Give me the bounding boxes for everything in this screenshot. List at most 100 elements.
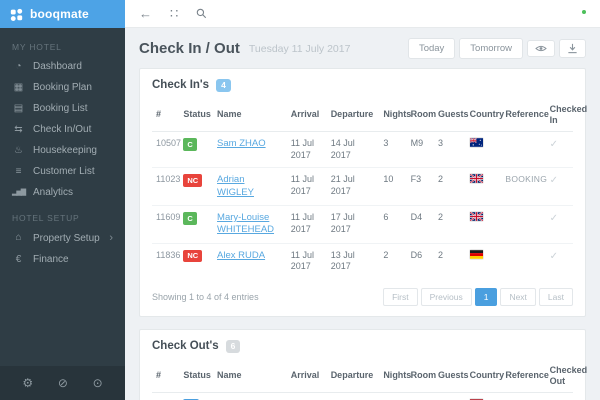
visibility-off-icon[interactable]: ⊘ — [57, 376, 68, 390]
table-row: 11027INVeronica SCHWARZ10 Jul 201711 Jul… — [152, 393, 573, 400]
chevron-right-icon: › — [109, 232, 113, 244]
departure-cell: 13 Jul 2017 — [326, 242, 380, 280]
sidebar-item-dashboard[interactable]: ◔ Dashboard — [0, 56, 125, 77]
checked-checkbox[interactable]: ✓ — [549, 250, 558, 262]
checkouts-header-row: # Status Name Arrival Departure Nights Room Gue… — [152, 359, 587, 394]
column-header-departure: Departure — [326, 359, 380, 394]
room-cell: D4 — [406, 205, 435, 244]
analytics-icon: ▂▅▇ — [12, 189, 26, 196]
pagination-previous-button[interactable]: Previous — [420, 288, 472, 307]
pagination-first-button[interactable]: First — [383, 288, 418, 307]
column-header-arrival: Arrival — [286, 98, 327, 132]
sidebar-item-label: Dashboard — [33, 61, 82, 72]
fullscreen-icon[interactable]: ∷ — [170, 6, 179, 21]
guests-cell: 2 — [434, 242, 466, 280]
guest-name-link[interactable]: Sam ZHAO — [217, 138, 266, 149]
brand-name: booqmate — [30, 7, 89, 21]
room-cell: F3 — [406, 167, 435, 206]
sidebar-item-booking-list[interactable]: ▤ Booking List — [0, 98, 125, 119]
name-cell: Alex RUDA — [213, 242, 287, 280]
column-header-country: Country — [465, 98, 504, 132]
page-content: Check In / Out Tuesday 11 July 2017 Toda… — [125, 28, 600, 400]
reference-cell — [501, 132, 545, 168]
flag-germany-icon — [469, 249, 483, 259]
name-cell: Adrian WIGLEY — [213, 167, 287, 206]
sidebar-item-analytics[interactable]: ▂▅▇ Analytics — [0, 182, 125, 203]
back-icon[interactable]: ← — [139, 6, 152, 21]
status-badge: NC — [183, 174, 203, 187]
checkins-table: # Status Name Arrival Departure Nights Room Gue… — [152, 98, 587, 280]
reference-cell: BOOKING — [501, 167, 547, 206]
sidebar-item-label: Housekeeping — [33, 145, 97, 156]
nights-cell: 6 — [379, 205, 407, 244]
search-icon[interactable] — [196, 8, 207, 19]
sidebar-item-finance[interactable]: € Finance — [0, 249, 125, 270]
column-header-: # — [152, 359, 180, 394]
flag-united-kingdom-icon — [469, 174, 483, 184]
checkouts-title: Check Out's — [152, 340, 219, 353]
checked-checkbox[interactable]: ✓ — [549, 175, 558, 187]
checked-checkbox[interactable]: ✓ — [549, 213, 558, 225]
booking-id-cell: 10507 — [156, 138, 182, 148]
sidebar-item-label: Finance — [33, 254, 69, 265]
checkouts-table: # Status Name Arrival Departure Nights Room Gue… — [152, 359, 587, 400]
departure-cell: 17 Jul 2017 — [326, 205, 380, 244]
table-row: 11836 NC Alex RUDA 11 Jul 2017 13 Jul 2017 2 D… — [152, 242, 573, 280]
guests-cell: 2 — [434, 393, 466, 400]
departure-cell: 21 Jul 2017 — [326, 167, 380, 206]
table-row: 10507 C Sam ZHAO 11 Jul 2017 14 Jul 2017 3 M9 3… — [152, 132, 573, 168]
eye-button[interactable] — [527, 40, 555, 57]
tomorrow-button[interactable]: Tomorrow — [459, 38, 523, 59]
column-header-name: Name — [213, 98, 287, 132]
column-header-guests: Guests — [434, 98, 469, 132]
checkins-title-row: Check In's 4 — [152, 79, 573, 92]
checkouts-title-row: Check Out's 6 — [152, 340, 573, 353]
nights-cell: 2 — [379, 242, 407, 280]
column-header-reference: Reference — [501, 98, 549, 132]
reference-cell — [501, 205, 546, 244]
download-icon — [567, 43, 578, 54]
name-cell: Veronica SCHWARZ — [213, 393, 287, 400]
today-button[interactable]: Today — [407, 38, 456, 59]
checked-checkbox[interactable]: ✓ — [549, 139, 558, 150]
status-badge: C — [183, 138, 197, 151]
guest-name-link[interactable]: Adrian WIGLEY — [217, 174, 254, 198]
page-title: Check In / Out — [139, 40, 240, 57]
sidebar-item-booking-plan[interactable]: ▦ Booking Plan — [0, 77, 125, 98]
page-date: Tuesday 11 July 2017 — [248, 42, 351, 55]
checkins-card: Check In's 4 # Status Name Arrival Departure… — [139, 68, 587, 318]
pagination-1-button[interactable]: 1 — [474, 288, 498, 307]
power-icon[interactable]: ⊙ — [92, 376, 103, 390]
header-actions: Today Tomorrow — [407, 38, 586, 59]
checked-cell: ✓ — [545, 167, 573, 206]
status-cell: C — [179, 205, 214, 244]
dashboard-icon: ◔ — [15, 60, 22, 72]
sidebar-item-property-setup[interactable]: ⌂ Property Setup › — [0, 227, 125, 249]
guest-name-link[interactable]: Mary-Louise WHITEHEAD — [217, 212, 275, 236]
checked-cell: ✓ — [546, 132, 573, 168]
column-header-checked-out: Checked Out — [545, 359, 587, 394]
sidebar-item-customer-list[interactable]: ≡ Customer List — [0, 161, 125, 182]
room-cell: D6 — [406, 242, 435, 280]
guests-cell: 2 — [434, 167, 466, 206]
checked-cell: ✓ — [545, 242, 573, 280]
booking-id-cell: 11023 — [152, 167, 180, 206]
checked-cell: ✓ — [546, 393, 573, 400]
sidebar: booqmate MY HOTEL ◔ Dashboard ▦ Booking Plan… — [0, 0, 125, 400]
settings-icon[interactable]: ⚙ — [22, 376, 34, 390]
column-header-room: Room — [406, 359, 436, 394]
checkins-pagination: First Previous 1 Next Last — [380, 288, 573, 307]
status-badge: C — [183, 212, 197, 225]
sidebar-item-housekeeping[interactable]: ♨ Housekeeping — [0, 140, 125, 161]
column-header-: # — [152, 98, 180, 132]
pagination-last-button[interactable]: Last — [538, 288, 573, 307]
guest-name-link[interactable]: Alex RUDA — [217, 249, 266, 261]
flag-australia-icon — [469, 138, 483, 147]
download-button[interactable] — [559, 39, 586, 58]
status-badge: NC — [183, 249, 203, 263]
nights-cell: 3 — [383, 138, 389, 148]
sidebar-item-check-in-out[interactable]: ⇆ Check In/Out — [0, 119, 125, 140]
pagination-next-button[interactable]: Next — [500, 288, 536, 307]
departure-cell: 11 Jul 2017 — [327, 393, 380, 400]
status-cell: IN — [179, 393, 213, 400]
